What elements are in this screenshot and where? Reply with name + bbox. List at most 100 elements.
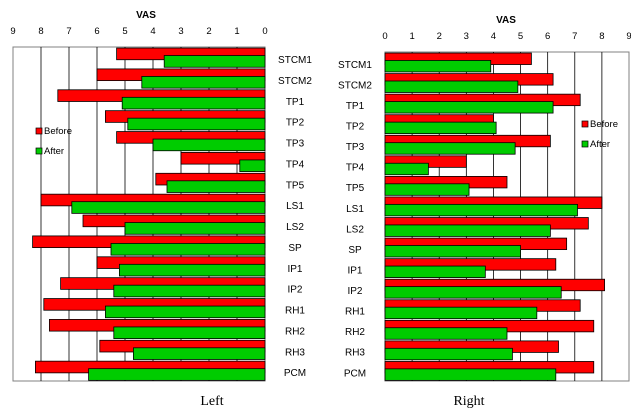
bar-after-ls1: [71, 201, 266, 214]
category-label: IP1: [347, 265, 362, 276]
category-label: PCM: [344, 368, 366, 379]
bar-after-sp: [384, 245, 521, 258]
left-chart-panel: 9 8 7 6 5 4 3 2 1 0 VAS STCM1 STCM2 TP1 TP2 TP3 TP4 TP5 LS…: [10, 10, 312, 409]
x-axis-title: VAS: [136, 10, 156, 21]
x-tick-label: 7: [66, 26, 71, 37]
x-tick-label: 4: [150, 26, 155, 37]
bar-after-stcm2: [384, 80, 519, 93]
bar-after-stcm2: [141, 76, 266, 89]
category-label: TP5: [286, 180, 305, 191]
bar-after-pcm: [384, 368, 557, 381]
bar-after-rh1: [384, 306, 538, 320]
category-label: STCM2: [338, 80, 372, 91]
bar-after-tp2: [384, 121, 497, 135]
legend-swatch-before: [581, 120, 589, 128]
bar-after-tp5: [384, 183, 470, 196]
x-tick-label: 1: [409, 31, 414, 42]
category-label: STCM2: [278, 76, 312, 87]
bar-after-tp4: [384, 162, 429, 176]
bar-after-rh2: [384, 327, 508, 340]
bar-after-tp1: [121, 96, 266, 110]
x-tick-label: 6: [545, 31, 550, 42]
bar-after-stcm1: [384, 60, 492, 73]
category-label: TP5: [346, 183, 365, 194]
x-tick-label: 0: [382, 31, 387, 42]
bar-after-rh1: [105, 305, 266, 319]
category-label: RH3: [345, 348, 365, 359]
category-label: LS1: [286, 201, 304, 212]
legend-swatch-after: [35, 147, 43, 155]
legend-swatch-after: [581, 140, 589, 148]
bar-after-tp1: [384, 101, 554, 114]
bar-after-ip1: [384, 265, 486, 278]
category-label: TP4: [286, 159, 305, 170]
panel-caption: Left: [200, 394, 223, 409]
bar-after-rh3: [132, 347, 266, 360]
category-label: RH2: [285, 326, 305, 337]
bar-after-tp5: [166, 180, 266, 193]
category-label: IP2: [287, 285, 302, 296]
category-label: TP1: [346, 101, 365, 112]
x-tick-label: 3: [178, 26, 183, 37]
category-label: RH3: [285, 347, 305, 358]
x-tick-label: 7: [572, 31, 577, 42]
category-label: RH1: [345, 307, 365, 318]
legend-label-before: Before: [44, 126, 72, 137]
bar-after-ls2: [124, 222, 266, 235]
category-label: LS2: [346, 224, 364, 235]
category-label: PCM: [284, 368, 306, 379]
x-tick-label: 6: [94, 26, 99, 37]
bar-after-rh3: [384, 347, 513, 361]
bar-after-tp2: [127, 117, 266, 131]
bar-after-tp3: [384, 142, 516, 155]
x-axis-title: VAS: [496, 15, 516, 26]
bar-after-stcm1: [163, 55, 266, 68]
bar-after-tp4: [239, 159, 266, 173]
legend: Before After: [35, 126, 72, 157]
category-label: STCM1: [278, 55, 312, 66]
bar-after-rh2: [113, 326, 266, 340]
category-label: LS1: [346, 204, 364, 215]
category-label: TP3: [346, 142, 365, 153]
legend-swatch-before: [35, 127, 43, 135]
category-label: STCM1: [338, 60, 372, 71]
bar-after-pcm: [88, 368, 266, 381]
bar-after-tp3: [152, 138, 266, 152]
category-label: TP2: [346, 122, 365, 133]
bar-before-tp4: [180, 152, 266, 165]
legend-label-after: After: [590, 139, 610, 150]
category-label: IP2: [347, 286, 362, 297]
category-label: IP1: [287, 264, 302, 275]
category-label: SP: [348, 245, 362, 256]
x-tick-label: 9: [10, 26, 15, 37]
category-label: RH1: [285, 306, 305, 317]
x-tick-label: 0: [262, 26, 267, 37]
category-label: TP2: [286, 118, 305, 129]
x-tick-label: 3: [464, 31, 469, 42]
category-label: RH2: [345, 327, 365, 338]
x-tick-label: 4: [491, 31, 496, 42]
x-tick-label: 5: [122, 26, 127, 37]
x-tick-label: 8: [599, 31, 604, 42]
bar-after-ip1: [119, 263, 266, 277]
panel-caption: Right: [453, 394, 484, 409]
x-tick-label: 5: [518, 31, 523, 42]
x-tick-label: 2: [206, 26, 211, 37]
legend-label-before: Before: [590, 119, 618, 130]
category-label: LS2: [286, 222, 304, 233]
category-label: TP4: [346, 163, 365, 174]
category-label: TP3: [286, 139, 305, 150]
x-tick-label: 2: [437, 31, 442, 42]
bar-after-ip2: [113, 284, 266, 298]
bar-after-sp: [110, 243, 266, 256]
legend: Before After: [581, 119, 618, 150]
x-tick-label: 1: [234, 26, 239, 37]
category-label: TP1: [286, 97, 305, 108]
bar-after-ip2: [384, 286, 562, 299]
bar-after-ls2: [384, 224, 551, 237]
bar-after-ls1: [384, 203, 578, 217]
legend-label-after: After: [44, 146, 64, 157]
category-label: SP: [288, 243, 302, 254]
x-tick-label: 9: [626, 31, 631, 42]
